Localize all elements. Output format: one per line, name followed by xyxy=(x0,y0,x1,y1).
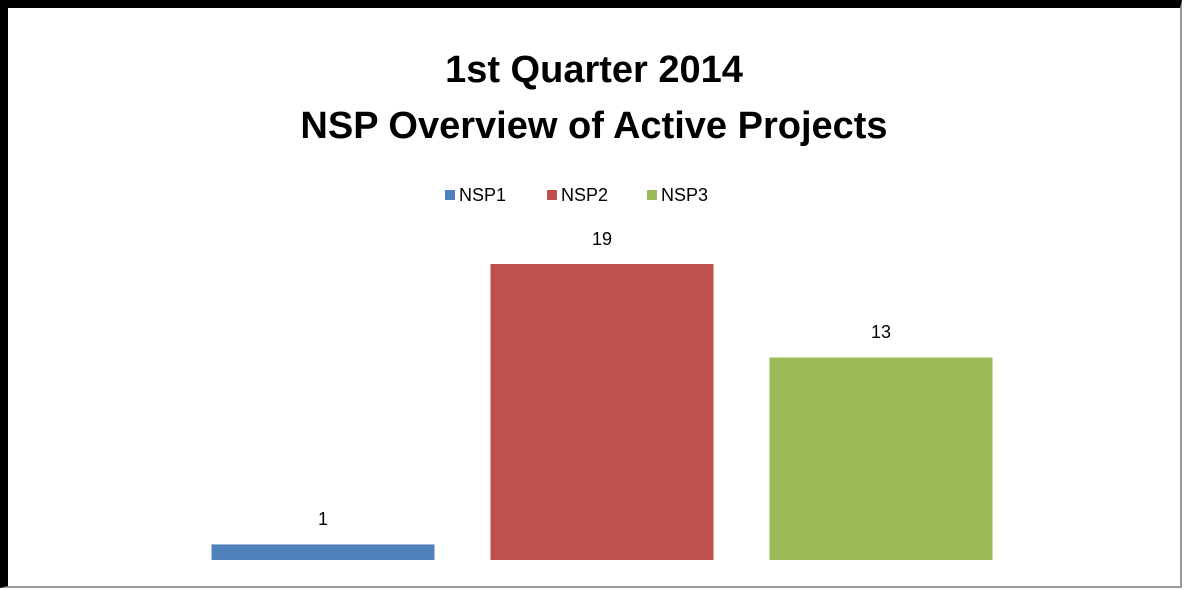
chart-title: 1st Quarter 2014 NSP Overview of Active … xyxy=(300,49,888,147)
bar xyxy=(211,544,435,560)
legend-label: NSP2 xyxy=(561,185,608,205)
legend-swatch xyxy=(647,190,657,200)
data-label: 1 xyxy=(318,509,328,529)
legend-swatch xyxy=(547,190,557,200)
bar xyxy=(490,264,714,560)
legend-swatch xyxy=(445,190,455,200)
legend-label: NSP3 xyxy=(661,185,708,205)
legend-label: NSP1 xyxy=(459,185,506,205)
bar xyxy=(769,357,993,560)
data-label: 19 xyxy=(592,229,612,249)
data-label: 13 xyxy=(871,322,891,342)
